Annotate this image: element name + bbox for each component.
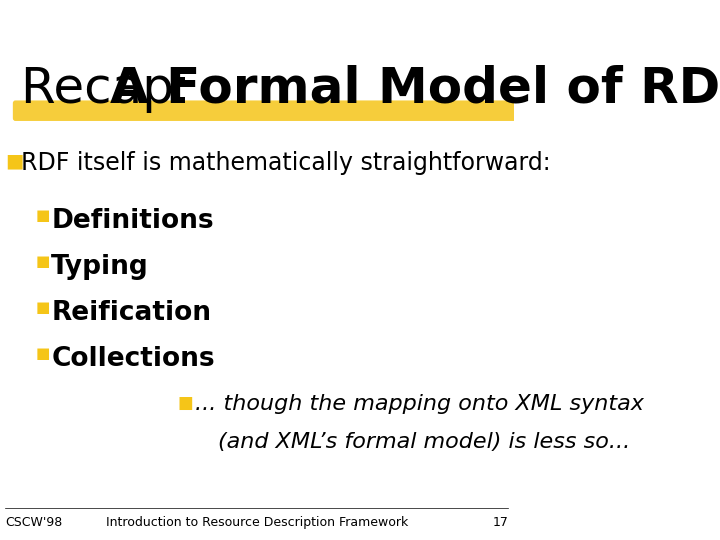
Text: Typing: Typing [51, 254, 149, 280]
Text: (and XML’s formal model) is less so...: (and XML’s formal model) is less so... [218, 432, 631, 452]
Text: Reification: Reification [51, 300, 212, 326]
Text: Definitions: Definitions [51, 208, 214, 234]
Text: ■: ■ [5, 151, 24, 170]
Text: ■: ■ [36, 346, 50, 361]
Text: ... though the mapping onto XML syntax: ... though the mapping onto XML syntax [195, 394, 644, 414]
Text: RDF itself is mathematically straightforward:: RDF itself is mathematically straightfor… [21, 151, 550, 175]
Text: A Formal Model of RDF: A Formal Model of RDF [110, 65, 720, 113]
Text: Recap:: Recap: [21, 65, 207, 113]
FancyBboxPatch shape [13, 100, 516, 121]
Text: ■: ■ [36, 300, 50, 315]
Text: Introduction to Resource Description Framework: Introduction to Resource Description Fra… [106, 516, 408, 529]
Text: CSCW'98: CSCW'98 [5, 516, 63, 529]
Text: Collections: Collections [51, 346, 215, 372]
Text: ■: ■ [177, 394, 193, 412]
Text: ■: ■ [36, 208, 50, 223]
Text: 17: 17 [492, 516, 508, 529]
Text: ■: ■ [36, 254, 50, 269]
